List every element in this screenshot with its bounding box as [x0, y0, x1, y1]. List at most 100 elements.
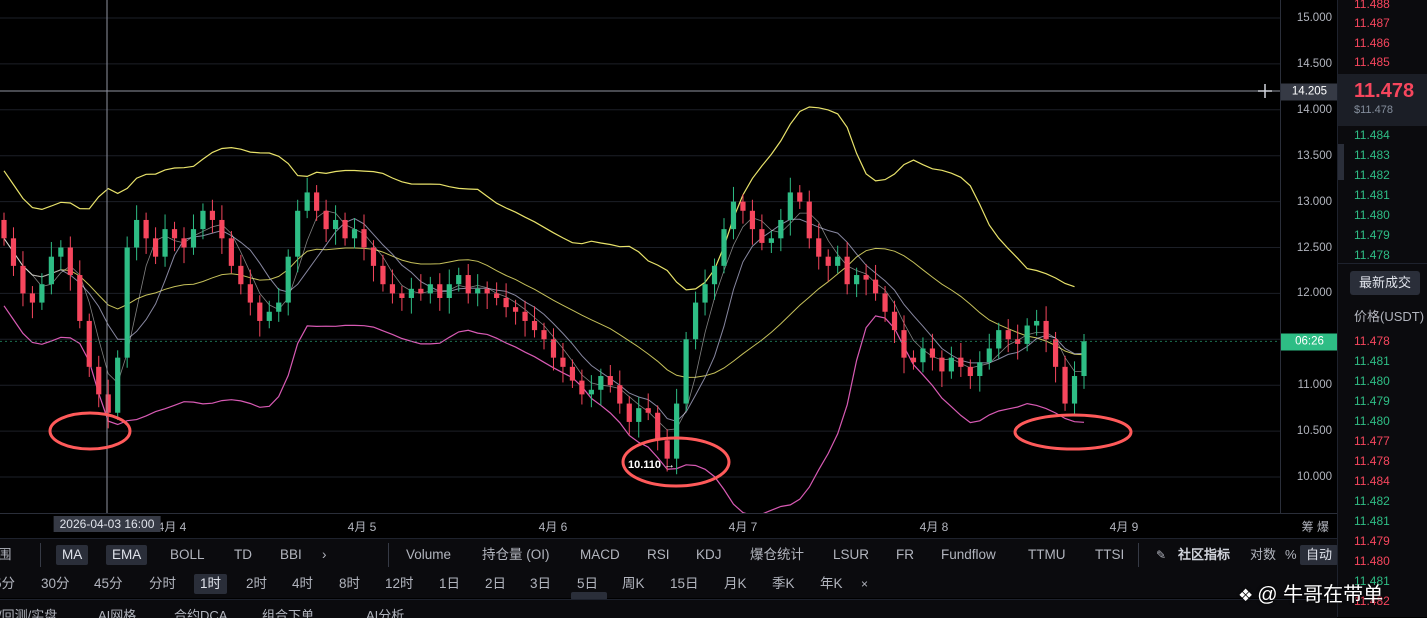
candle-body: [636, 408, 642, 422]
candle-body: [996, 330, 1002, 349]
interval-month[interactable]: 月K: [724, 576, 747, 591]
interval-45m[interactable]: 45分: [94, 576, 123, 591]
candle-body: [977, 362, 983, 377]
tab-ai-grid[interactable]: AI网格: [98, 608, 137, 618]
interval-5d[interactable]: 5日: [577, 576, 599, 591]
candle-body: [494, 293, 500, 298]
candle-body: [683, 339, 689, 404]
ask-row[interactable]: 11.488: [1354, 0, 1390, 11]
candle-body: [626, 403, 632, 422]
candle-body: [171, 229, 178, 239]
highlight-circle: [48, 411, 132, 451]
candle-body: [39, 284, 45, 303]
candle-body: [1071, 376, 1078, 404]
edit-icon[interactable]: ✎: [1156, 548, 1167, 562]
interval-quarter[interactable]: 季K: [772, 576, 795, 591]
ask-row[interactable]: 11.485: [1354, 55, 1390, 69]
indicator-volume[interactable]: Volume: [406, 547, 452, 562]
price-tick-label: 10.500: [1296, 425, 1332, 438]
candle-body: [257, 302, 263, 321]
price-tick-label: 14.500: [1296, 57, 1332, 70]
tab-backtest[interactable]: /回测/实盘: [0, 608, 58, 618]
indicator-liquidation[interactable]: 爆仓统计: [750, 547, 804, 562]
auto-scale-toggle[interactable]: 自动: [1300, 545, 1339, 565]
candle-body: [598, 376, 604, 390]
bid-row[interactable]: 11.483: [1354, 148, 1390, 162]
trades-price-header: 价格(USDT): [1354, 309, 1425, 324]
overlay-ma[interactable]: MA: [56, 545, 89, 565]
candle-body: [1081, 341, 1087, 377]
overlay-bbi[interactable]: BBI: [280, 547, 302, 562]
interval-30m[interactable]: 30分: [41, 576, 70, 591]
bid-row[interactable]: 11.484: [1354, 128, 1390, 142]
indicator-oi[interactable]: 持仓量 (OI): [482, 547, 550, 562]
bid-row[interactable]: 11.479: [1354, 228, 1390, 242]
ask-row[interactable]: 11.487: [1354, 16, 1390, 30]
trade-row: 11.480: [1354, 414, 1390, 428]
interval-timeshare[interactable]: 分时: [149, 576, 176, 591]
interval-week[interactable]: 周K: [622, 576, 645, 591]
candle-body: [1, 219, 7, 239]
candle-body: [711, 265, 718, 285]
bid-row[interactable]: 11.481: [1354, 188, 1390, 202]
candlestick-chart[interactable]: [0, 0, 1280, 513]
indicator-fr[interactable]: FR: [896, 547, 914, 562]
candle-body: [86, 320, 92, 367]
chart-area[interactable]: 10.110 →: [0, 0, 1280, 513]
candle-body: [276, 302, 282, 312]
candle-body: [152, 238, 159, 257]
axis-corner-buttons[interactable]: 筹 爆: [1301, 520, 1329, 534]
interval-12h[interactable]: 12时: [385, 576, 414, 591]
ask-row[interactable]: 11.486: [1354, 36, 1390, 50]
time-axis[interactable]: 4月 4 4月 5 4月 6 4月 7 4月 8 4月 9 2026-04-03…: [0, 513, 1337, 538]
indicator-ttmu[interactable]: TTMU: [1028, 547, 1066, 562]
candle-body: [115, 357, 121, 413]
tab-combo-order[interactable]: 组合下单: [262, 608, 315, 618]
interval-5m[interactable]: 5分: [0, 576, 16, 591]
interval-year[interactable]: 年K: [820, 576, 843, 591]
candle-body: [730, 201, 737, 230]
interval-4h[interactable]: 4时: [292, 576, 314, 591]
tab-ai-analysis[interactable]: AI分析: [366, 608, 405, 618]
trade-row: 11.478: [1354, 334, 1390, 348]
bid-row[interactable]: 11.482: [1354, 168, 1390, 182]
indicator-kdj[interactable]: KDJ: [696, 547, 722, 562]
community-indicators[interactable]: 社区指标: [1178, 547, 1231, 562]
indicator-macd[interactable]: MACD: [580, 547, 620, 562]
interval-3d[interactable]: 3日: [530, 576, 552, 591]
panel-toggle-handle[interactable]: [1338, 144, 1344, 180]
interval-1d[interactable]: 1日: [439, 576, 461, 591]
candle-body: [58, 247, 64, 257]
interval-1h[interactable]: 1时: [194, 574, 228, 594]
overlay-boll[interactable]: BOLL: [170, 547, 205, 562]
bid-row[interactable]: 11.480: [1354, 208, 1390, 222]
time-label-apr5: 4月 5: [347, 520, 377, 534]
tab-contract-dca[interactable]: 合约DCA: [174, 608, 228, 618]
overlay-ema[interactable]: EMA: [106, 545, 148, 565]
percent-scale-toggle[interactable]: %: [1285, 547, 1297, 562]
candle-body: [986, 348, 992, 363]
candle-body: [285, 256, 291, 303]
interval-8h[interactable]: 8时: [339, 576, 361, 591]
latest-trades-button[interactable]: 最新成交: [1350, 271, 1420, 295]
interval-15d[interactable]: 15日: [670, 576, 699, 591]
price-axis[interactable]: 15.000 14.500 14.000 13.500 13.000 12.500 12.0…: [1280, 0, 1338, 513]
panel-collapse-handle[interactable]: [571, 592, 607, 600]
candle-body: [929, 348, 936, 358]
interval-2d[interactable]: 2日: [485, 576, 507, 591]
log-scale-toggle[interactable]: 对数: [1250, 547, 1277, 562]
trade-row: 11.479: [1354, 394, 1390, 408]
trade-row: 11.478: [1354, 454, 1390, 468]
interval-2h[interactable]: 2时: [246, 576, 268, 591]
indicator-rsi[interactable]: RSI: [647, 547, 670, 562]
candle-body: [541, 330, 547, 340]
indicator-fundflow[interactable]: Fundflow: [941, 547, 996, 562]
overlay-td[interactable]: TD: [234, 547, 252, 562]
bid-row[interactable]: 11.478: [1354, 248, 1390, 262]
toolbar-partial-label[interactable]: 围: [0, 547, 12, 562]
indicator-lsur[interactable]: LSUR: [833, 547, 870, 562]
indicator-ttsi[interactable]: TTSI: [1095, 547, 1125, 562]
close-intervals-icon[interactable]: ×: [861, 577, 869, 591]
trade-row: 11.479: [1354, 534, 1390, 548]
overlay-more-icon[interactable]: ›: [322, 547, 327, 562]
